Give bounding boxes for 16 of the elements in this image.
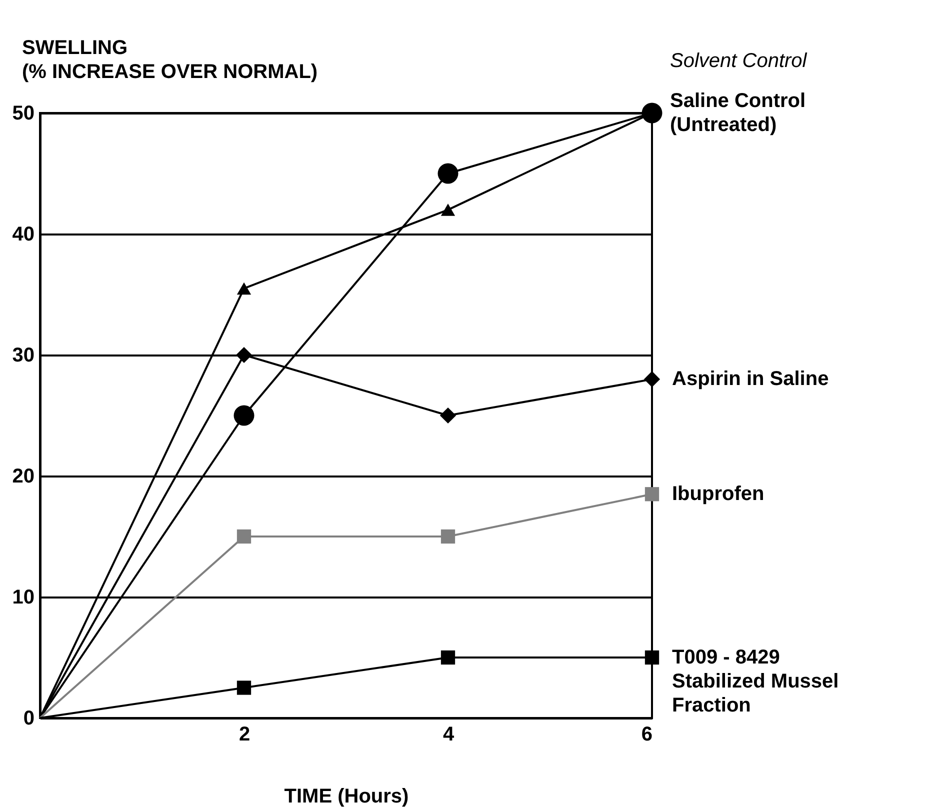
y-tick-label: 40 xyxy=(12,224,34,246)
series-label: Aspirin in Saline xyxy=(672,368,829,390)
x-tick-label: 4 xyxy=(442,724,455,746)
y-tick-label: 20 xyxy=(12,466,34,488)
y-tick-label: 0 xyxy=(23,708,34,730)
series-label: Ibuprofen xyxy=(672,483,764,506)
y-axis-title: SWELLING (% INCREASE OVER NORMAL) xyxy=(22,37,318,83)
y-tick-label: 50 xyxy=(12,102,34,124)
x-tick-label: 6 xyxy=(641,724,652,746)
series-label: Saline Control (Untreated) xyxy=(670,90,806,136)
x-axis-title: TIME (Hours) xyxy=(284,786,409,807)
x-tick-label: 2 xyxy=(238,724,250,746)
series-label: Solvent Control xyxy=(670,50,808,72)
y-tick-label: 10 xyxy=(12,586,34,608)
series-label: T009 - 8429 Stabilized Mussel Fraction xyxy=(672,646,839,716)
y-tick-label: 30 xyxy=(12,344,34,366)
